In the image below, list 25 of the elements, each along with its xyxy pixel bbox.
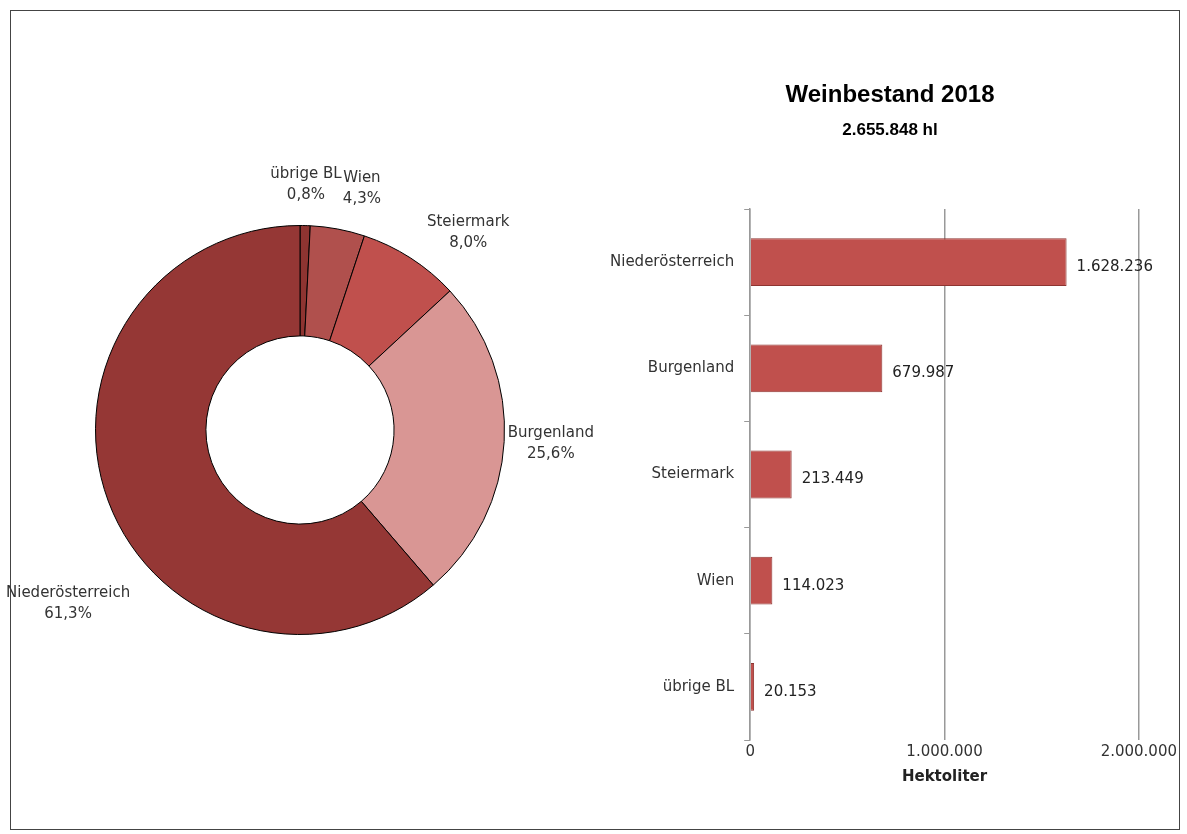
y-tick-label: Niederösterreich (609, 251, 735, 270)
data-label: 213.449 (801, 469, 864, 488)
slice-label: übrige BL (270, 164, 343, 183)
data-label: 8,0% (449, 233, 488, 252)
x-tick-label: 1.000.000 (906, 741, 983, 760)
x-axis-title: Hektoliter (901, 766, 988, 785)
slice-label: Steiermark (426, 212, 510, 231)
y-tick-label: Wien (696, 570, 735, 589)
y-tick-label: Burgenland (647, 358, 735, 377)
x-tick-label: 0 (745, 741, 755, 760)
data-label: 114.023 (782, 575, 845, 594)
data-label: 0,8% (286, 185, 325, 204)
y-tick-label: übrige BL (662, 676, 735, 695)
x-tick-label: 2.000.000 (1100, 741, 1177, 760)
data-label: 20.153 (764, 681, 817, 700)
data-label: 61,3% (44, 603, 92, 622)
data-label: 25,6% (527, 443, 575, 462)
chart-subtitle: 2.655.848 hl (841, 120, 939, 140)
data-label: 4,3% (342, 189, 381, 208)
slice-label: Burgenland (507, 422, 595, 441)
data-label: 679.987 (892, 363, 955, 382)
slice-label: Wien (343, 168, 381, 187)
chart-title: Weinbestand 2018 (784, 80, 996, 108)
data-label: 1.628.236 (1076, 256, 1153, 275)
y-tick-label: Steiermark (651, 464, 735, 483)
